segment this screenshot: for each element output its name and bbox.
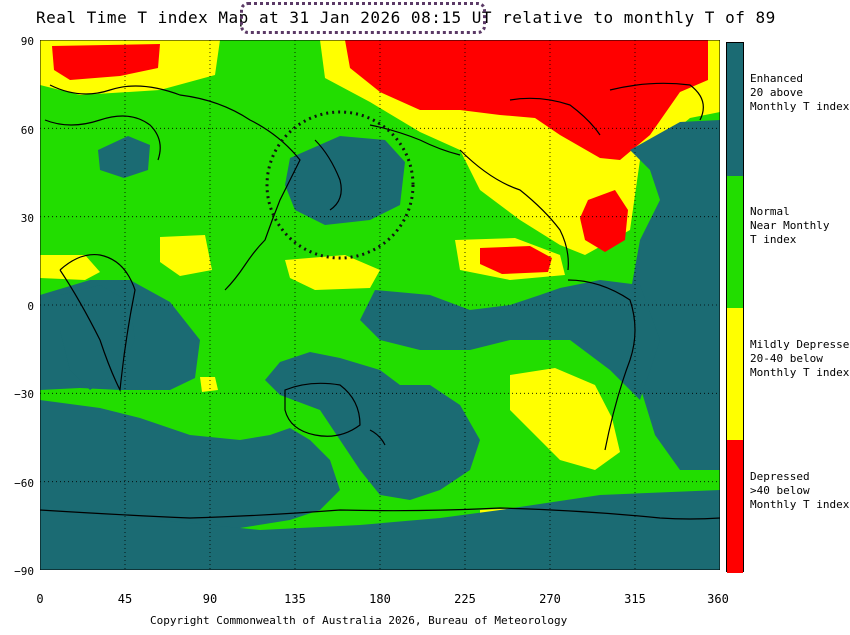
map-title: Real Time T index Map at 31 Jan 2026 08:… <box>36 8 776 27</box>
enhanced-region-australia <box>265 352 480 500</box>
title-prefix: Real Time T index Map <box>36 8 249 27</box>
enhanced-region-north-atlantic <box>630 120 720 470</box>
coastlines <box>40 82 720 520</box>
x-label-225: 225 <box>454 592 476 606</box>
legend-swatch-enhanced <box>727 43 743 176</box>
map-grid <box>40 40 720 570</box>
datetime-highlight <box>240 2 486 34</box>
legend-swatch-mildly-depressed <box>727 308 743 440</box>
legend-color-bar <box>726 42 744 573</box>
depressed-region-gulf <box>480 246 552 274</box>
enhanced-region-africa <box>60 285 135 390</box>
highlight-circle <box>265 110 415 260</box>
enhanced-region-east-pacific <box>360 280 660 400</box>
legend-swatch-normal <box>727 176 743 308</box>
y-label-60: 60 <box>20 124 34 137</box>
x-label-180: 180 <box>369 592 391 606</box>
x-label-135: 135 <box>284 592 306 606</box>
y-label-minus-60: −60 <box>14 477 34 490</box>
mildly-depressed-region-asia <box>160 235 212 276</box>
x-label-315: 315 <box>624 592 646 606</box>
legend-label-enhanced: Enhanced 20 above Monthly T index <box>750 72 850 113</box>
copyright-notice: Copyright Commonwealth of Australia 2026… <box>150 614 568 627</box>
title-datetime: at 31 Jan 2026 08:15 UT <box>258 8 492 27</box>
enhanced-region-north-pacific <box>285 136 405 225</box>
mildly-depressed-region-pacific <box>285 255 380 290</box>
mildly-depressed-region-small <box>200 377 218 392</box>
y-label-minus-90: −90 <box>14 565 34 578</box>
title-suffix: relative to monthly T of 89 <box>502 8 776 27</box>
depressed-region-arctic-west <box>52 44 160 80</box>
legend-label-depressed: Depressed >40 below Monthly T index <box>750 470 850 511</box>
t-index-map <box>40 40 720 570</box>
legend-label-mildly-depressed: Mildly Depressed 20-40 below Monthly T i… <box>750 338 850 379</box>
enhanced-region-southern-ocean <box>40 400 340 530</box>
x-label-90: 90 <box>202 592 218 606</box>
legend-label-normal: Normal Near Monthly T index <box>750 205 830 246</box>
y-label-90: 90 <box>20 35 34 48</box>
y-label-minus-30: −30 <box>14 388 34 401</box>
x-label-360: 360 <box>707 592 729 606</box>
y-label-0: 0 <box>27 300 34 313</box>
x-label-270: 270 <box>539 592 561 606</box>
depressed-region-atlantic <box>580 190 628 252</box>
enhanced-region-siberia <box>98 136 150 178</box>
legend-swatch-depressed <box>727 440 743 573</box>
depressed-region-north-america <box>345 40 708 160</box>
mildly-depressed-region-atlantic-west <box>40 255 100 280</box>
y-label-30: 30 <box>20 212 34 225</box>
x-label-45: 45 <box>117 592 133 606</box>
x-label-0: 0 <box>36 592 44 606</box>
